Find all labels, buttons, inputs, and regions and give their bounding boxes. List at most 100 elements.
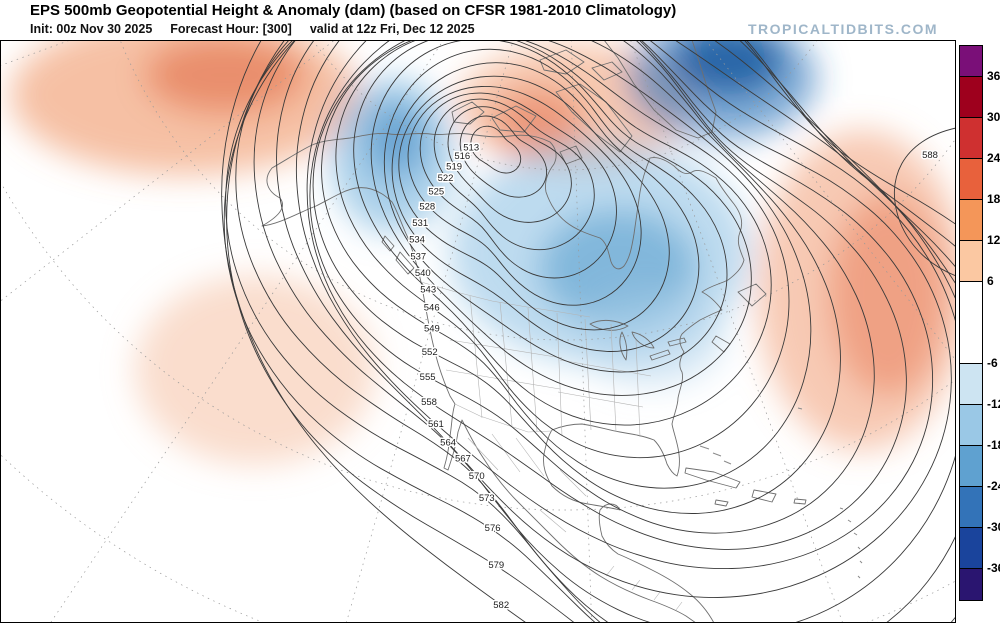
height-contour-582: [221, 40, 956, 623]
height-contour-516: [459, 115, 548, 198]
colorbar-tick-label: -6: [987, 356, 998, 371]
anomaly-region-negative-great-lakes: [580, 290, 724, 386]
height-contour-513: [470, 125, 522, 174]
height-contour-543: [353, 40, 772, 426]
height-contour-558: [306, 40, 907, 550]
colorbar-segment: [960, 446, 982, 488]
colorbar-segment: [960, 569, 982, 600]
chart-title: EPS 500mb Geopotential Height & Anomaly …: [30, 2, 677, 19]
contour-label-546: 546: [424, 303, 440, 314]
height-contour-570: [235, 40, 956, 623]
contour-label-549: 549: [424, 323, 440, 334]
contour-label-570: 570: [469, 471, 485, 482]
contour-label-567: 567: [455, 454, 471, 465]
graticule-layer: [0, 40, 956, 623]
anomaly-region-positive-west-coast-offshore: [135, 275, 375, 465]
colorbar-bar: [959, 45, 983, 601]
contour-label-564: 564: [440, 438, 456, 449]
colorbar-segment: [960, 487, 982, 529]
contour-label-543: 543: [420, 285, 436, 296]
anomaly-region-positive-bering-core: [145, 40, 305, 113]
colorbar-tick-label: 18: [987, 191, 1000, 206]
run-info: Init: 00z Nov 30 2025 Forecast Hour: [300…: [30, 22, 493, 36]
height-contour-522: [433, 98, 595, 251]
latitude-circle: [312, 40, 818, 171]
latitude-circle: [0, 180, 956, 511]
anomaly-region-positive-baffin-core: [492, 88, 584, 156]
contour-label-576: 576: [485, 523, 501, 534]
colorbar-tick-label: -36: [987, 561, 1000, 576]
contour-label-552: 552: [422, 347, 438, 358]
height-contour-537: [383, 48, 728, 373]
contour-label-513: 513: [463, 143, 479, 154]
coastline-north-america: [261, 132, 745, 623]
header: EPS 500mb Geopotential Height & Anomaly …: [0, 0, 1000, 40]
contour-label-540: 540: [415, 268, 431, 279]
height-contour-540: [370, 40, 752, 396]
height-contour-519: [447, 106, 572, 223]
contour-label-573: 573: [479, 493, 495, 504]
anomaly-region-positive-west-atlantic-core: [830, 195, 946, 395]
contour-label-516: 516: [454, 151, 470, 162]
forecast-hour-label: Forecast Hour: [300]: [170, 22, 292, 36]
contour-label-537: 537: [410, 252, 426, 263]
height-contours-layer: [221, 40, 956, 623]
height-contour-567: [253, 40, 956, 623]
colorbar-tick-label: 6: [987, 273, 994, 288]
contour-label-534: 534: [409, 235, 425, 246]
colorbar-segment: [960, 240, 982, 282]
colorbar-tick-label: 12: [987, 232, 1000, 247]
colorbar-tick-label: -12: [987, 397, 1000, 412]
height-contour-534: [391, 62, 700, 352]
map-area: 513 516 519 522 525 528 531 534 537 540 543 546 549 5…: [0, 40, 956, 623]
colorbar-segment: [960, 158, 982, 200]
height-contour-546: [335, 40, 790, 459]
contour-label-528: 528: [419, 202, 435, 213]
contour-label-588: 588: [922, 150, 938, 161]
height-contour-549: [321, 40, 812, 489]
contour-label-558: 558: [421, 397, 437, 408]
height-contour-528: [407, 85, 642, 306]
site-watermark: TROPICALTIDBITS.COM: [747, 21, 938, 37]
colorbar-tick-label: 30: [987, 109, 1000, 124]
height-contour-588: [893, 127, 956, 277]
anomaly-shading-layer: [10, 40, 956, 465]
colorbar-segment: [960, 46, 982, 77]
contour-label-522: 522: [438, 173, 454, 184]
contour-label-561: 561: [428, 419, 444, 430]
colorbar-tick-label: 24: [987, 150, 1000, 165]
colorbar-tick-label: 36: [987, 68, 1000, 83]
colorbar-segment: [960, 528, 982, 570]
contour-label-519: 519: [446, 161, 462, 172]
colorbar-segment: [960, 199, 982, 241]
colorbar-segment: [960, 363, 982, 406]
height-contour-555: [309, 40, 875, 534]
height-contour-561: [295, 40, 934, 570]
colorbar-tick-label: -30: [987, 520, 1000, 535]
anomaly-colorbar: 36 30 24 18 12 6 -6 -12 -18 -24 -30 -36: [956, 40, 1000, 623]
init-time-label: Init: 00z Nov 30 2025: [30, 22, 153, 36]
height-contour-564: [276, 40, 952, 598]
contour-label-525: 525: [428, 186, 444, 197]
colorbar-segment: [960, 405, 982, 447]
contour-label-531: 531: [412, 218, 428, 229]
colorbar-tick-label: -24: [987, 479, 1000, 494]
colorbar-tick-label: -18: [987, 438, 1000, 453]
height-contour-552: [312, 40, 841, 514]
great-lakes: [589, 319, 687, 361]
colorbar-segment: [960, 76, 982, 118]
contour-label-555: 555: [420, 372, 436, 383]
small-islands: [699, 407, 863, 579]
height-contour-573: [225, 40, 956, 623]
colorbar-segment: [960, 281, 982, 364]
colorbar-segment: [960, 117, 982, 159]
height-contour-525: [419, 92, 617, 279]
contour-label-579: 579: [488, 560, 504, 571]
basemap-layer: [261, 40, 863, 623]
valid-time-label: valid at 12z Fri, Dec 12 2025: [309, 22, 475, 36]
contour-label-582: 582: [493, 600, 509, 611]
height-contour-576: [223, 40, 956, 623]
